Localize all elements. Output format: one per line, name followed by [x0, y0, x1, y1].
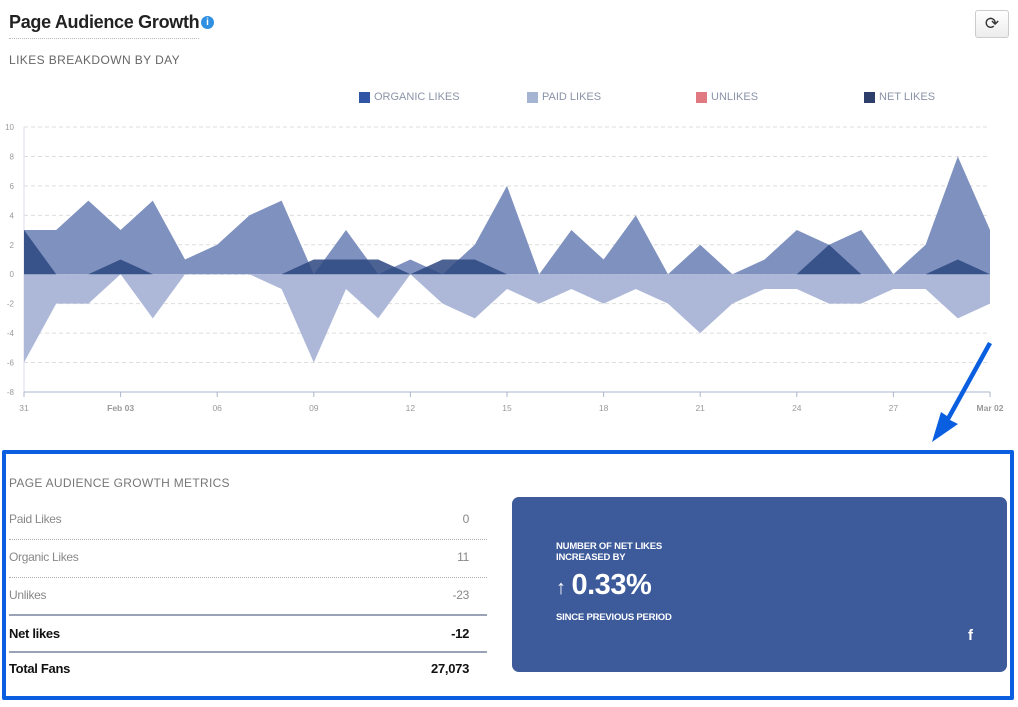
- facebook-icon: f: [968, 627, 973, 644]
- divider: [9, 651, 487, 653]
- metric-row-total-fans: Total Fans 27,073: [9, 649, 487, 687]
- card-subtext: SINCE PREVIOUS PERIOD: [556, 612, 672, 623]
- chart-title: LIKES BREAKDOWN BY DAY: [9, 53, 181, 67]
- area-organic-likes: [24, 156, 990, 275]
- x-tick-label: Mar 02: [977, 403, 1004, 413]
- y-tick-label: -2: [7, 300, 15, 309]
- refresh-icon: ⟳: [984, 14, 1000, 33]
- card-heading: NUMBER OF NET LIKES INCREASED BY: [556, 541, 662, 563]
- x-tick-label: 06: [212, 403, 222, 413]
- metric-value: -23: [452, 588, 470, 602]
- legend-net[interactable]: NET LIKES: [864, 91, 935, 103]
- y-tick-label: 2: [10, 241, 15, 250]
- legend-swatch: [359, 91, 370, 103]
- metric-row-organic: Organic Likes 11: [9, 538, 487, 576]
- y-tick-label: 6: [10, 182, 15, 191]
- x-tick-label: 31: [19, 403, 29, 413]
- y-tick-label: 4: [10, 211, 15, 220]
- y-tick-label: 10: [5, 123, 14, 132]
- metric-row-unlikes: Unlikes -23: [9, 576, 487, 614]
- divider: [9, 614, 487, 616]
- legend-swatch: [864, 91, 875, 103]
- metric-value: 11: [457, 550, 469, 564]
- x-tick-label: 27: [889, 403, 899, 413]
- net-likes-card: NUMBER OF NET LIKES INCREASED BY ↑ 0.33% …: [512, 497, 1007, 672]
- metric-label: Paid Likes: [9, 512, 62, 526]
- legend-label: PAID LIKES: [542, 91, 602, 103]
- metric-value: 27,073: [431, 660, 469, 676]
- info-icon[interactable]: i: [201, 16, 214, 29]
- likes-chart: 10 8 6 4 2 0 -2 -4 -6 -8 31 Feb 03 06 09 12 15 18 21 24 27 M…: [5, 123, 1004, 413]
- metrics-title: PAGE AUDIENCE GROWTH METRICS: [9, 476, 230, 490]
- y-tick-label: -6: [7, 359, 15, 368]
- x-tick-label: 09: [309, 403, 319, 413]
- card-percent: ↑ 0.33%: [556, 569, 652, 602]
- x-tick-label: 12: [406, 403, 416, 413]
- legend-swatch: [696, 91, 707, 103]
- legend-swatch: [527, 91, 538, 103]
- highlight-box: [2, 450, 1014, 700]
- area-net-likes: [24, 230, 990, 275]
- area-unlikes: [24, 274, 990, 363]
- legend-label: UNLIKES: [711, 91, 759, 103]
- page-title: Page Audience Growth: [9, 12, 200, 39]
- y-tick-label: 0: [10, 270, 15, 279]
- y-tick-label: 8: [10, 152, 15, 161]
- y-tick-label: -4: [7, 329, 15, 338]
- x-tick-label: 21: [695, 403, 705, 413]
- metric-value: -12: [451, 625, 469, 641]
- metric-label: Net likes: [9, 625, 60, 641]
- percent-value: 0.33%: [571, 569, 652, 601]
- y-tick-label: -8: [7, 388, 15, 397]
- metric-row-paid: Paid Likes 0: [9, 500, 487, 538]
- refresh-button[interactable]: ⟳: [975, 10, 1009, 38]
- legend-unlikes[interactable]: UNLIKES: [696, 91, 758, 103]
- arrow-up-icon: ↑: [556, 577, 566, 599]
- x-tick-label: Feb 03: [107, 403, 134, 413]
- legend-paid[interactable]: PAID LIKES: [527, 91, 601, 103]
- metric-row-net: Net likes -12: [9, 614, 487, 652]
- metric-value: 0: [462, 512, 470, 526]
- x-tick-label: 24: [792, 403, 802, 413]
- divider: [9, 539, 487, 540]
- metric-label: Organic Likes: [9, 550, 79, 564]
- metric-label: Total Fans: [9, 660, 71, 676]
- x-tick-label: 18: [599, 403, 609, 413]
- x-tick-label: 15: [502, 403, 512, 413]
- legend-organic[interactable]: ORGANIC LIKES: [359, 91, 460, 103]
- legend-label: NET LIKES: [879, 91, 936, 103]
- legend-label: ORGANIC LIKES: [374, 91, 460, 103]
- metric-label: Unlikes: [9, 588, 47, 602]
- divider: [9, 577, 487, 578]
